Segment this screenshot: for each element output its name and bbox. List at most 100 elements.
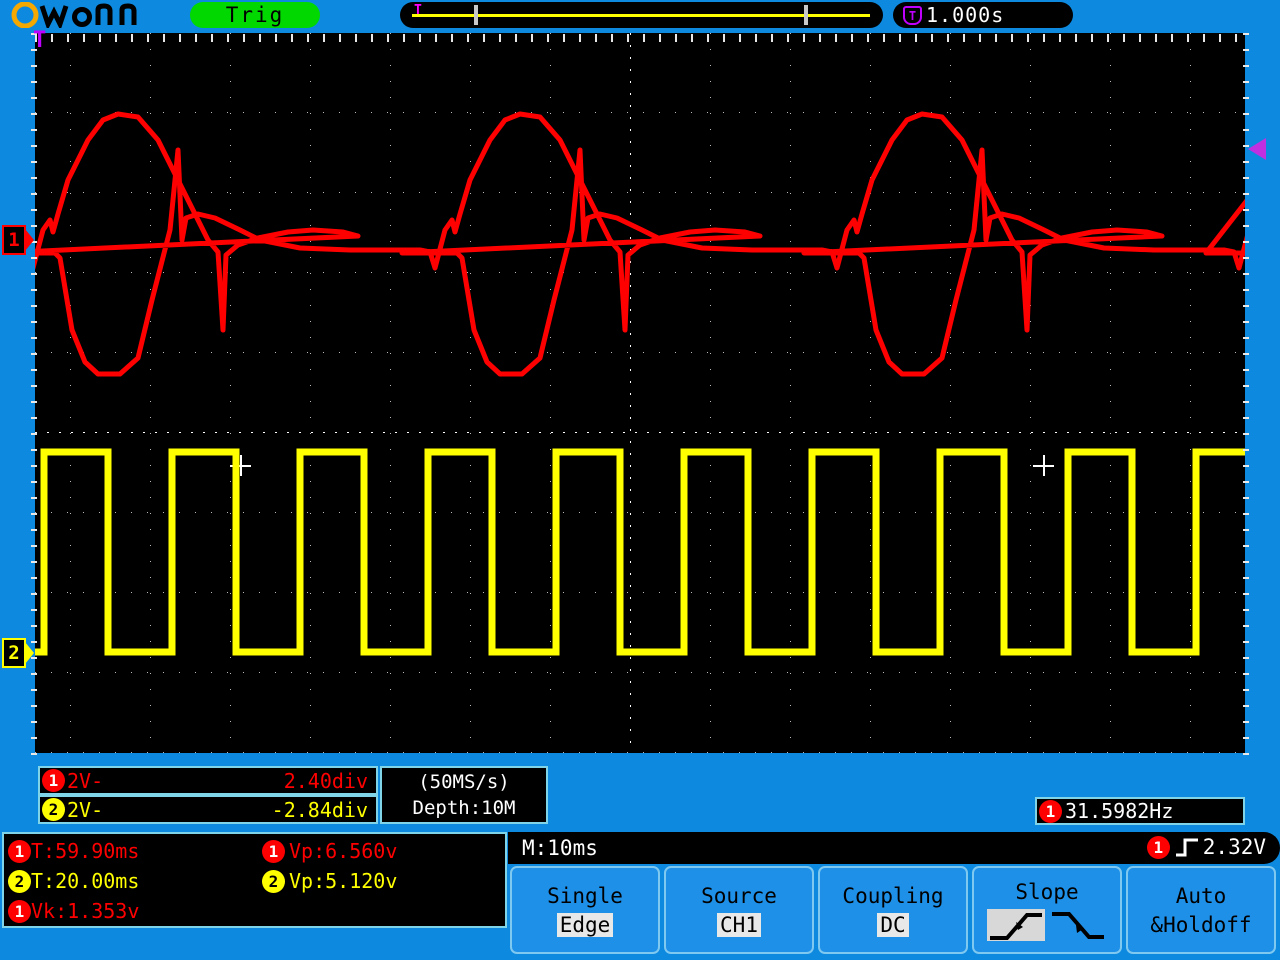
ruler-tick [1235, 34, 1237, 42]
ruler-tick [323, 34, 325, 42]
menu-button-trigger-mode[interactable]: Single Edge [510, 866, 660, 954]
frequency-channel-badge: 1 [1039, 799, 1062, 823]
ruler-tick [1243, 97, 1249, 99]
ruler-tick [403, 34, 405, 42]
timebase-overview-bar[interactable]: T [400, 2, 883, 28]
measurement-label: Vk:1.353v [31, 899, 140, 923]
ruler-tick [371, 34, 373, 42]
measurement-channel-badge: 1 [8, 839, 31, 863]
ruler-tick [1219, 34, 1221, 42]
ruler-tick [1243, 433, 1249, 435]
menu-button-trigger-coupling[interactable]: Coupling DC [818, 866, 968, 954]
menu-label: Single [547, 883, 623, 908]
grid-line-h [35, 192, 1245, 193]
ruler-tick [563, 34, 565, 42]
ruler-tick [31, 257, 37, 259]
measurement-label: T:20.00ms [31, 869, 140, 893]
ch1-scale-box[interactable]: 1 2V- 2.40div [38, 766, 378, 795]
ruler-tick [31, 321, 37, 323]
ruler-tick [1155, 34, 1157, 42]
ruler-tick [1243, 513, 1249, 515]
rising-slope-icon[interactable] [987, 908, 1045, 941]
measurement-channel-badge: 2 [262, 869, 285, 893]
ruler-tick [31, 241, 37, 243]
horizontal-ruler [35, 30, 1245, 42]
ch2-volts-div: 2V- [67, 797, 104, 822]
ch2-position-marker[interactable]: 2 [2, 638, 34, 668]
ruler-tick [483, 34, 485, 42]
menu-button-trigger-source[interactable]: Source CH1 [664, 866, 814, 954]
trigger-status-badge: Trig [190, 2, 320, 28]
ch2-marker-tip [25, 642, 34, 664]
ruler-tick [1243, 545, 1249, 547]
ruler-tick [1243, 417, 1249, 419]
ruler-tick [195, 34, 197, 42]
overview-waveform-line [412, 14, 870, 17]
ruler-tick [1243, 273, 1249, 275]
grid-line-h [35, 272, 1245, 273]
grid-line-v [630, 33, 631, 753]
ruler-tick [291, 34, 293, 42]
grid-line-h [35, 112, 1245, 113]
trigger-level-group[interactable]: 1 2.32V [1146, 835, 1266, 859]
window-right-bracket[interactable] [804, 5, 808, 25]
ruler-tick [31, 465, 37, 467]
waveform-grid[interactable] [35, 33, 1245, 753]
timebase-pill [508, 832, 628, 864]
ruler-tick [1091, 34, 1093, 42]
ruler-tick [1243, 209, 1249, 211]
menu-button-auto-holdoff[interactable]: Auto &Holdoff [1126, 866, 1276, 954]
ruler-tick [51, 34, 53, 42]
ruler-tick [99, 34, 101, 42]
ch1-position-marker[interactable]: 1 [2, 225, 34, 255]
grid-line-v [310, 33, 311, 753]
grid-line-h [35, 592, 1245, 593]
menu-button-trigger-slope[interactable]: Slope [972, 866, 1122, 954]
ruler-tick [31, 225, 37, 227]
ruler-tick [691, 34, 693, 42]
falling-slope-icon[interactable] [1049, 909, 1107, 941]
grid-dots [35, 33, 1245, 753]
ruler-tick [1243, 321, 1249, 323]
menu-value: Edge [556, 912, 614, 937]
ruler-tick [755, 34, 757, 42]
trigger-level-arrow[interactable] [1248, 138, 1266, 160]
ruler-tick [31, 513, 37, 515]
ruler-tick [31, 625, 37, 627]
ruler-tick [31, 97, 37, 99]
grid-line-v [950, 33, 951, 753]
ruler-tick [1243, 657, 1249, 659]
ruler-tick [31, 81, 37, 83]
ruler-tick [995, 34, 997, 42]
owon-logo [10, 1, 170, 29]
trigger-status-label: Trig [225, 3, 285, 27]
ruler-tick [1243, 33, 1249, 35]
ruler-tick [147, 34, 149, 42]
ruler-tick [1243, 241, 1249, 243]
ruler-tick [963, 34, 965, 42]
ruler-tick [31, 177, 37, 179]
vertical-ruler-right [1243, 33, 1252, 755]
window-left-bracket[interactable] [474, 5, 478, 25]
measurement-panel[interactable]: 1 T:59.90ms 2 T:20.00ms 1 Vk:1.353v 1 Vp… [2, 832, 507, 928]
grid-line-v [390, 33, 391, 753]
ruler-tick [835, 34, 837, 42]
ruler-tick [1243, 721, 1249, 723]
ruler-tick [243, 34, 245, 42]
grid-line-h [35, 432, 1245, 433]
ruler-tick [31, 129, 37, 131]
grid-line-v [550, 33, 551, 753]
trigger-t-icon: T [903, 5, 922, 25]
ruler-tick [31, 289, 37, 291]
ruler-tick [31, 49, 37, 51]
ch2-scale-box[interactable]: 2 2V- -2.84div [38, 795, 378, 824]
ruler-tick [547, 34, 549, 42]
ruler-tick [675, 34, 677, 42]
ruler-tick [627, 34, 629, 42]
grid-line-v [1110, 33, 1111, 753]
menu-value: &Holdoff [1150, 912, 1252, 937]
ruler-tick [739, 34, 741, 42]
menu-value: DC [877, 912, 909, 937]
ruler-tick [1203, 34, 1205, 42]
ruler-tick [1243, 465, 1249, 467]
